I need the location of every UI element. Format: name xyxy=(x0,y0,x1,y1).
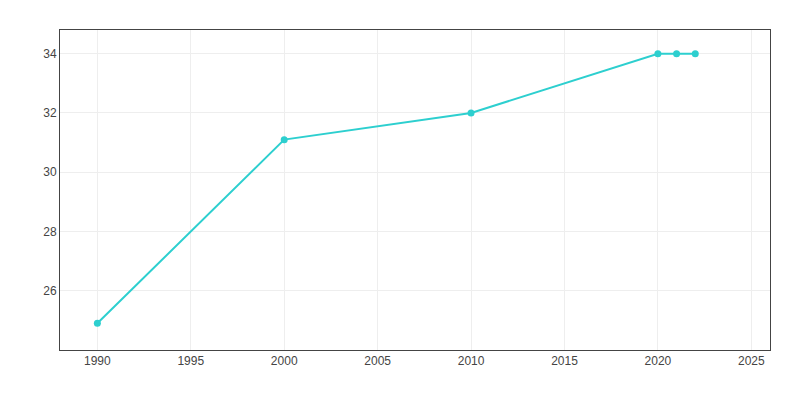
svg-text:2020: 2020 xyxy=(645,354,672,368)
svg-text:2010: 2010 xyxy=(458,354,485,368)
svg-text:2000: 2000 xyxy=(271,354,298,368)
svg-text:34: 34 xyxy=(43,47,57,61)
svg-text:2025: 2025 xyxy=(738,354,765,368)
svg-text:2015: 2015 xyxy=(551,354,578,368)
svg-text:26: 26 xyxy=(43,284,57,298)
svg-text:1990: 1990 xyxy=(84,354,111,368)
svg-text:1995: 1995 xyxy=(177,354,204,368)
svg-text:28: 28 xyxy=(43,225,57,239)
svg-text:2005: 2005 xyxy=(364,354,391,368)
svg-text:30: 30 xyxy=(43,165,57,179)
svg-text:32: 32 xyxy=(43,106,57,120)
